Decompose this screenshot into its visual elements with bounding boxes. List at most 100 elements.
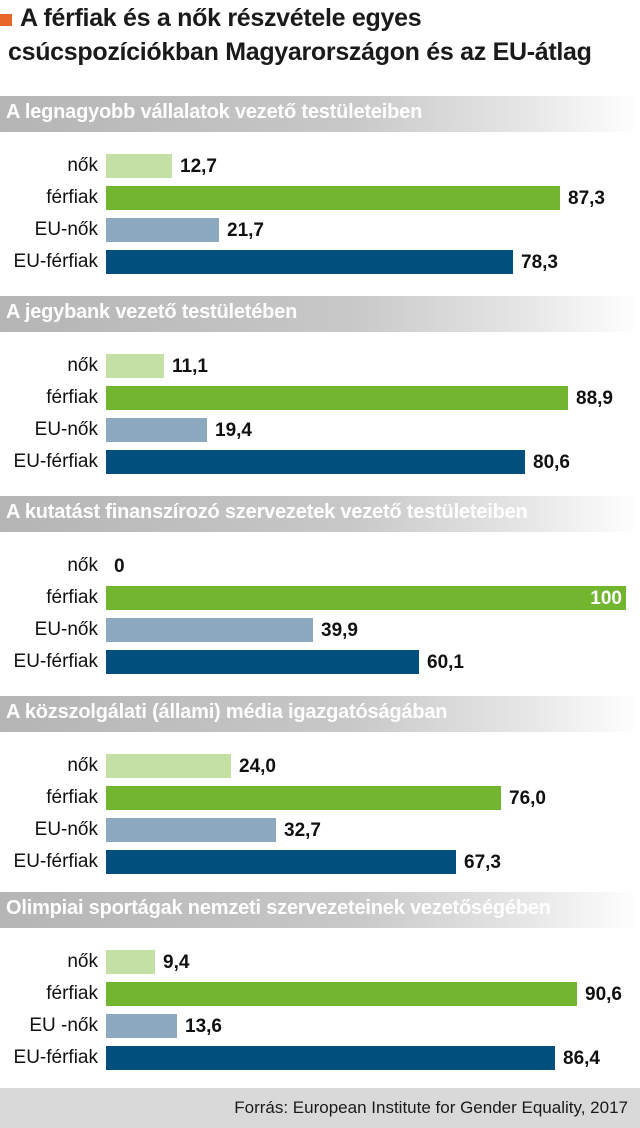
category-label: EU-nők	[34, 419, 98, 440]
bar-eu-ferfiak	[106, 450, 525, 474]
value-label: 13,6	[185, 1016, 222, 1037]
value-label: 9,4	[163, 952, 190, 973]
bar-row-ferfiak: férfiak 87,3	[0, 186, 640, 210]
bar-row-eu-ferfiak: EU-férfiak 80,6	[0, 450, 640, 474]
category-label: nők	[67, 951, 98, 972]
section-title: A kutatást finanszírozó szervezetek veze…	[6, 501, 528, 523]
category-label: EU-férfiak	[13, 851, 98, 872]
category-label: férfiak	[46, 387, 98, 408]
bar-row-eu-ferfiak: EU-férfiak 86,4	[0, 1046, 640, 1070]
section-header: A közszolgálati (állami) média igazgatós…	[0, 696, 640, 732]
chart-section-1: A legnagyobb vállalatok vezető testülete…	[0, 96, 640, 286]
bar-row-eu-ferfiak: EU-férfiak 78,3	[0, 250, 640, 274]
bar-row-nok: nők 9,4	[0, 950, 640, 974]
bar-eu-nok	[106, 618, 313, 642]
category-label: EU-férfiak	[13, 651, 98, 672]
value-label: 88,9	[576, 388, 613, 409]
bar-nok	[106, 354, 164, 378]
value-label: 24,0	[239, 756, 276, 777]
title-line-2: csúcspozíciókban Magyarországon és az EU…	[8, 38, 592, 66]
category-label: nők	[67, 755, 98, 776]
bar-eu-ferfiak	[106, 850, 456, 874]
source-text: Forrás: European Institute for Gender Eq…	[234, 1098, 628, 1117]
category-label: férfiak	[46, 587, 98, 608]
bar-eu-nok	[106, 818, 276, 842]
bar-ferfiak	[106, 586, 626, 610]
section-header: A legnagyobb vállalatok vezető testülete…	[0, 96, 640, 132]
bar-eu-ferfiak	[106, 1046, 555, 1070]
chart-section-3: A kutatást finanszírozó szervezetek veze…	[0, 496, 640, 686]
section-title: Olimpiai sportágak nemzeti szervezeteine…	[6, 897, 551, 919]
bar-row-eu-nok: EU-nők 32,7	[0, 818, 640, 842]
category-label: EU-nők	[34, 619, 98, 640]
value-label: 11,1	[172, 356, 208, 377]
bar-row-nok: nők 0	[0, 554, 640, 578]
bar-nok	[106, 950, 155, 974]
category-label: férfiak	[46, 187, 98, 208]
category-label: férfiak	[46, 787, 98, 808]
bar-ferfiak	[106, 982, 577, 1006]
title-marker	[0, 14, 12, 26]
category-label: EU -nők	[29, 1015, 98, 1036]
bar-nok	[106, 154, 172, 178]
bar-row-nok: nők 24,0	[0, 754, 640, 778]
category-label: férfiak	[46, 983, 98, 1004]
category-label: EU-nők	[34, 819, 98, 840]
category-label: nők	[67, 555, 98, 576]
value-label: 67,3	[464, 852, 501, 873]
bar-row-ferfiak: férfiak 88,9	[0, 386, 640, 410]
bar-nok	[106, 754, 231, 778]
bar-ferfiak	[106, 786, 501, 810]
value-label: 86,4	[563, 1048, 600, 1069]
bar-row-eu-ferfiak: EU-férfiak 67,3	[0, 850, 640, 874]
chart-section-5: Olimpiai sportágak nemzeti szervezeteine…	[0, 892, 640, 1082]
title-line-1: A férfiak és a nők részvétele egyes	[20, 4, 422, 32]
value-label: 80,6	[533, 452, 570, 473]
bar-row-nok: nők 11,1	[0, 354, 640, 378]
bar-eu-ferfiak	[106, 250, 513, 274]
section-title: A legnagyobb vállalatok vezető testülete…	[6, 101, 423, 123]
bar-row-ferfiak: férfiak 76,0	[0, 786, 640, 810]
bar-eu-nok	[106, 1014, 177, 1038]
bar-ferfiak	[106, 386, 568, 410]
value-label: 32,7	[284, 820, 321, 841]
chart-title: A férfiak és a nők részvétele egyes csúc…	[0, 0, 640, 90]
bar-row-eu-nok: EU-nők 19,4	[0, 418, 640, 442]
value-label: 39,9	[321, 620, 358, 641]
value-label: 60,1	[427, 652, 464, 673]
bar-ferfiak	[106, 186, 560, 210]
source-footer: Forrás: European Institute for Gender Eq…	[0, 1088, 640, 1128]
section-title: A jegybank vezető testületében	[6, 301, 298, 323]
category-label: nők	[67, 355, 98, 376]
value-label: 21,7	[227, 220, 264, 241]
value-label: 87,3	[568, 188, 605, 209]
value-label: 100	[590, 588, 622, 609]
value-label: 19,4	[215, 420, 252, 441]
value-label: 12,7	[180, 156, 217, 177]
category-label: EU-férfiak	[13, 251, 98, 272]
value-label: 78,3	[521, 252, 558, 273]
section-header: A kutatást finanszírozó szervezetek veze…	[0, 496, 640, 532]
bar-eu-nok	[106, 418, 207, 442]
bar-row-nok: nők 12,7	[0, 154, 640, 178]
chart-section-4: A közszolgálati (állami) média igazgatós…	[0, 696, 640, 886]
value-label: 76,0	[509, 788, 546, 809]
bar-row-eu-ferfiak: EU-férfiak 60,1	[0, 650, 640, 674]
category-label: EU-férfiak	[13, 1047, 98, 1068]
section-header: A jegybank vezető testületében	[0, 296, 640, 332]
value-label: 0	[114, 556, 125, 577]
category-label: EU-nők	[34, 219, 98, 240]
section-header: Olimpiai sportágak nemzeti szervezeteine…	[0, 892, 640, 928]
bar-row-ferfiak: férfiak 90,6	[0, 982, 640, 1006]
bar-row-eu-nok: EU-nők 21,7	[0, 218, 640, 242]
bar-eu-ferfiak	[106, 650, 419, 674]
bar-row-eu-nok: EU-nők 39,9	[0, 618, 640, 642]
chart-section-2: A jegybank vezető testületében nők 11,1 fér…	[0, 296, 640, 486]
bar-row-ferfiak: férfiak 100	[0, 586, 640, 610]
category-label: nők	[67, 155, 98, 176]
category-label: EU-férfiak	[13, 451, 98, 472]
bar-eu-nok	[106, 218, 219, 242]
value-label: 90,6	[585, 984, 622, 1005]
bar-row-eu-nok: EU -nők 13,6	[0, 1014, 640, 1038]
section-title: A közszolgálati (állami) média igazgatós…	[6, 701, 448, 723]
